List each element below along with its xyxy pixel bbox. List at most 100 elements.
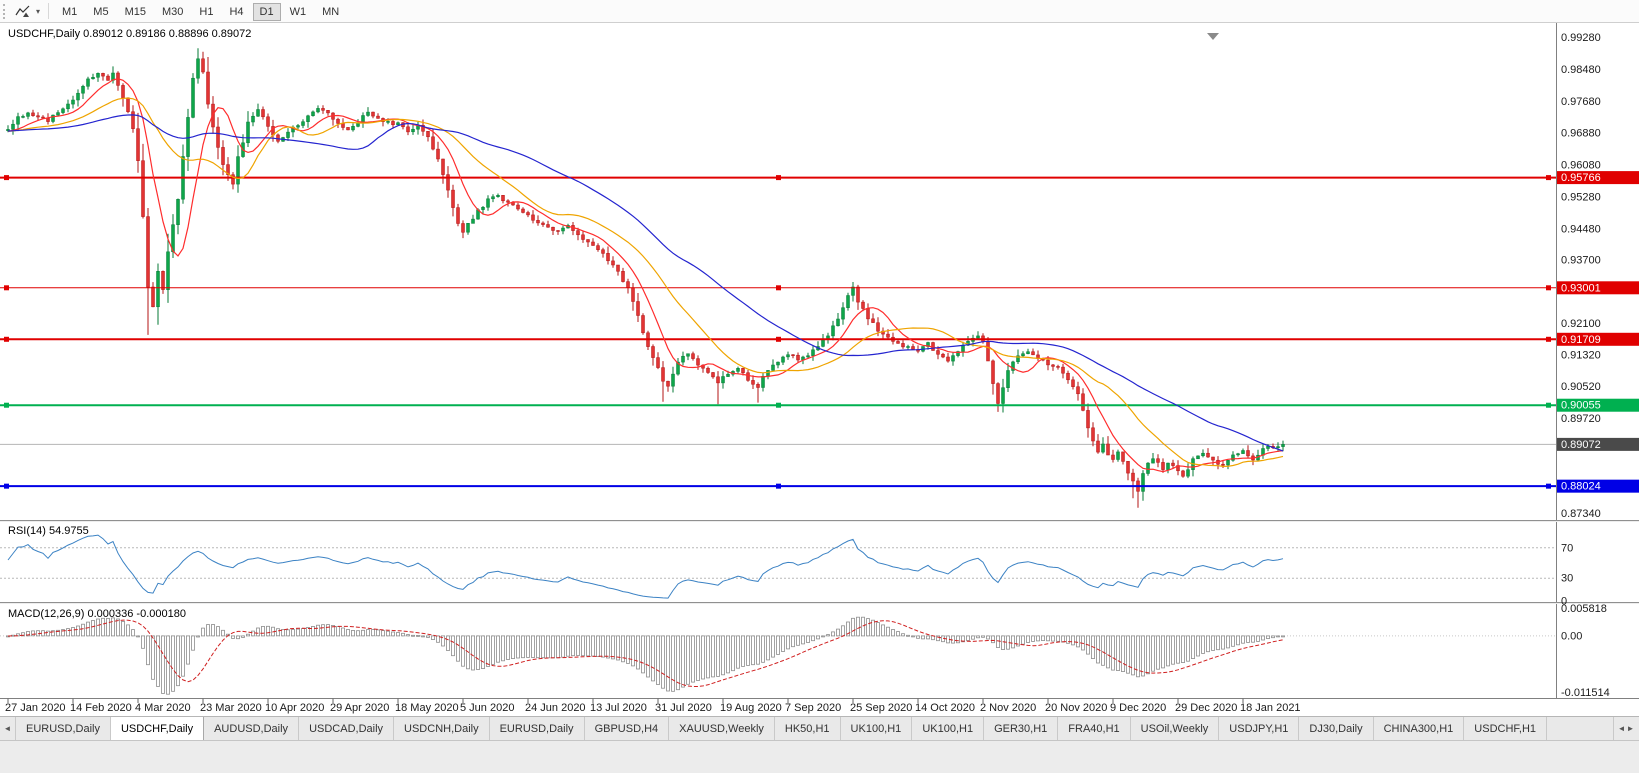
timeframe-button-m15[interactable]: M15 [118,3,153,21]
svg-text:0.90055: 0.90055 [1561,400,1601,412]
svg-text:0.94480: 0.94480 [1561,223,1601,235]
hline-handle[interactable] [776,402,781,408]
svg-text:0.93001: 0.93001 [1561,282,1601,294]
svg-text:29 Apr 2020: 29 Apr 2020 [330,702,389,714]
timeframe-buttons-group: M1 M5 M15 M30 H1 H4 D1 W1 MN [54,2,347,21]
hline-handle[interactable] [1546,483,1551,489]
chart-tab-usdcnh-daily[interactable]: USDCNH,Daily [394,717,490,740]
hline-handle[interactable] [4,402,9,408]
svg-text:0.93700: 0.93700 [1561,254,1601,266]
timeframe-button-mn[interactable]: MN [315,3,346,21]
svg-text:29 Dec 2020: 29 Dec 2020 [1175,702,1237,714]
hline-handle[interactable] [776,175,781,181]
svg-text:0.96880: 0.96880 [1561,128,1601,140]
chart-tab-usoil-weekly[interactable]: USOil,Weekly [1130,717,1220,740]
hline-handle[interactable] [1546,336,1551,342]
timeframe-button-d1[interactable]: D1 [252,2,281,21]
timeframe-button-h1[interactable]: H1 [192,3,220,21]
tab-scroll-left-icon[interactable]: ◄ [0,717,16,740]
chart-tab-usdjpy-h1[interactable]: USDJPY,H1 [1219,717,1300,740]
hline-handle[interactable] [1546,285,1551,291]
timeframe-toolbar: ▾ M1 M5 M15 M30 H1 H4 D1 W1 MN [0,0,1639,23]
chart-tab-fra40-h1[interactable]: FRA40,H1 [1058,717,1131,740]
price-badge-0.90055 [1557,398,1639,412]
chart-shift-marker-icon[interactable] [1207,33,1219,40]
chart-title: USDCHF,Daily 0.89012 0.89186 0.88896 0.8… [8,28,251,40]
horizontal-level-lines-layer[interactable] [0,175,1556,489]
chart-tab-xauusd-weekly[interactable]: XAUUSD,Weekly [669,717,775,740]
svg-text:0.005818: 0.005818 [1561,603,1607,615]
svg-text:0.98480: 0.98480 [1561,64,1601,76]
hline-handle[interactable] [776,336,781,342]
hline-handle[interactable] [4,175,9,181]
svg-text:25 Sep 2020: 25 Sep 2020 [850,702,912,714]
svg-text:0.91709: 0.91709 [1561,334,1601,346]
macd-pane-layer [0,616,1556,695]
hline-handle[interactable] [1546,175,1551,181]
svg-text:13 Jul 2020: 13 Jul 2020 [590,702,647,714]
hline-handle[interactable] [776,483,781,489]
axes-layer: 0.99280 0.98480 0.97680 0.96880 0.96080 0.952… [0,23,1639,714]
chart-tab-ger30-h1[interactable]: GER30,H1 [984,717,1059,740]
svg-text:0.87340: 0.87340 [1561,508,1601,520]
svg-text:-0.011514: -0.011514 [1561,687,1610,699]
tab-scroll-right-icon[interactable]: ◄► [1613,717,1639,740]
timeframe-button-m5[interactable]: M5 [86,3,115,21]
svg-text:0.90520: 0.90520 [1561,381,1601,393]
svg-text:0.96080: 0.96080 [1561,160,1601,172]
chart-tab-china300-h1[interactable]: CHINA300,H1 [1373,717,1465,740]
price-badge-0.95766 [1557,171,1639,185]
svg-text:0.95280: 0.95280 [1561,191,1601,203]
svg-text:0.89072: 0.89072 [1561,439,1601,451]
macd-label: MACD(12,26,9) 0.000336 -0.000180 [8,608,186,620]
timeframe-button-w1[interactable]: W1 [283,3,314,21]
chart-tab-dj30-daily[interactable]: DJ30,Daily [1299,717,1374,740]
svg-text:7 Sep 2020: 7 Sep 2020 [785,702,841,714]
svg-text:27 Jan 2020: 27 Jan 2020 [5,702,66,714]
svg-text:9 Dec 2020: 9 Dec 2020 [1110,702,1166,714]
toolbar-separator [48,3,50,19]
chart-tab-eurusd-daily[interactable]: EURUSD,Daily [16,717,111,740]
chart-tab-audusd-daily[interactable]: AUDUSD,Daily [204,717,300,740]
svg-text:20 Nov 2020: 20 Nov 2020 [1045,702,1107,714]
svg-text:24 Jun 2020: 24 Jun 2020 [525,702,586,714]
timeframe-button-m1[interactable]: M1 [55,3,84,21]
svg-text:0.92100: 0.92100 [1561,318,1601,330]
timeframe-button-m30[interactable]: M30 [155,3,190,21]
toolbar-grip[interactable] [3,3,9,19]
status-bar [0,740,1639,773]
chart-tab-usdchf-h1[interactable]: USDCHF,H1 [1464,717,1548,740]
chart-tab-hk50-h1[interactable]: HK50,H1 [774,717,841,740]
svg-text:0: 0 [1561,596,1567,608]
price-badge-0.93001 [1557,281,1639,295]
chart-tab-usdcad-daily[interactable]: USDCAD,Daily [299,717,395,740]
svg-text:5 Jun 2020: 5 Jun 2020 [460,702,514,714]
rsi-label: RSI(14) 54.9755 [8,525,89,537]
chart-tab-eurusd-daily[interactable]: EURUSD,Daily [489,717,585,740]
svg-text:0.95766: 0.95766 [1561,172,1601,184]
hline-handle[interactable] [1546,402,1551,408]
chart-tab-usdchf-daily[interactable]: USDCHF,Daily [110,717,205,740]
chart-tabs-group: EURUSD,Daily USDCHF,Daily AUDUSD,Daily USDC… [16,717,1613,740]
chart-tab-gbpusd-h4[interactable]: GBPUSD,H4 [584,717,670,740]
hline-handle[interactable] [4,285,9,291]
svg-text:2 Nov 2020: 2 Nov 2020 [980,702,1036,714]
hline-handle[interactable] [4,483,9,489]
hline-handle[interactable] [4,336,9,342]
svg-text:0.00: 0.00 [1561,630,1582,642]
chart-tab-uk100-h1[interactable]: UK100,H1 [840,717,913,740]
hline-handle[interactable] [776,285,781,291]
svg-text:14 Feb 2020: 14 Feb 2020 [70,702,132,714]
chart-background [0,23,1639,716]
dropdown-caret-icon[interactable]: ▾ [36,6,41,16]
chart-cursor-icon[interactable] [12,3,33,20]
chart-tab-uk100-h1[interactable]: UK100,H1 [912,717,985,740]
chart-tab-bar: ◄ EURUSD,Daily USDCHF,Daily AUDUSD,Daily US… [0,716,1639,740]
price-badge-0.91709 [1557,332,1639,346]
svg-text:14 Oct 2020: 14 Oct 2020 [915,702,975,714]
timeframe-button-h4[interactable]: H4 [222,3,250,21]
svg-text:4 Mar 2020: 4 Mar 2020 [135,702,191,714]
svg-text:0.99280: 0.99280 [1561,32,1601,44]
chart-cursor-icon-glyph [15,5,30,17]
